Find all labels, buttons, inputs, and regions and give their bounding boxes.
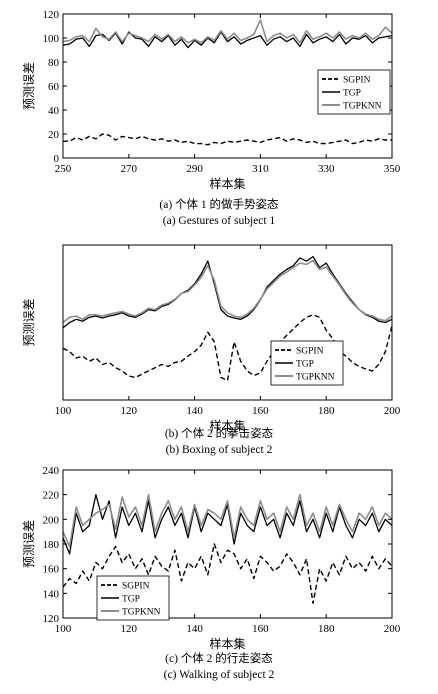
series-line-tgp [63, 31, 392, 49]
series-line-tgp [63, 255, 392, 329]
caption-chinese: (c) 个体 2 的行走姿态 [165, 651, 273, 665]
x-tick-label: 180 [318, 623, 335, 635]
x-tick-label: 350 [384, 163, 401, 175]
x-tick-label: 290 [186, 163, 203, 175]
x-tick-label: 330 [318, 163, 335, 175]
caption-chinese: (a) 个体 1 的做手势姿态 [159, 197, 279, 211]
series-line-tgpknn [63, 493, 392, 548]
x-tick-label: 310 [252, 163, 269, 175]
y-tick-label: 40 [48, 105, 60, 117]
x-tick-label: 250 [55, 163, 72, 175]
x-tick-label: 140 [186, 405, 203, 417]
y-tick-label: 60 [48, 81, 60, 93]
series-line-tgpknn [63, 259, 392, 324]
y-tick-label: 20 [48, 129, 60, 141]
x-tick-label: 100 [55, 623, 72, 635]
chart-panel-3: 100 120 140 160 180 200120140160180200220240预… [22, 465, 401, 681]
caption-english: (b) Boxing of subject 2 [166, 444, 273, 456]
legend-label-tgp: TGP [343, 89, 361, 99]
x-axis-label: 样本集 [209, 418, 245, 433]
legend-label-tgpknn: TGPKNN [296, 373, 335, 383]
y-axis-label: 预测误差 [22, 62, 36, 110]
y-tick-label: 120 [43, 9, 60, 21]
y-tick-label: 180 [43, 539, 60, 551]
x-axis-label: 样本集 [209, 636, 245, 651]
x-tick-label: 120 [121, 405, 138, 417]
series-line-sgpin [63, 133, 392, 146]
chart-panel-1: 250 270 290 310 330 350 0 20 40 60 80 100 120 预测误差样本集… [22, 9, 401, 227]
x-tick-label: 160 [252, 405, 269, 417]
y-tick-label: 100 [43, 33, 60, 45]
y-tick-label: 80 [48, 57, 60, 69]
legend-label-tgp: TGP [296, 360, 314, 370]
x-tick-label: 200 [384, 623, 401, 635]
caption-english: (c) Walking of subject 2 [164, 669, 275, 681]
legend-label-tgp: TGP [122, 595, 140, 605]
caption-english: (a) Gestures of subject 1 [163, 215, 276, 227]
caption-chinese: (b) 个体 2 的拳击姿态 [165, 426, 274, 440]
y-tick-label: 160 [43, 564, 60, 576]
series-line-sgpin [63, 543, 392, 604]
legend-label-sgpin: SGPIN [296, 347, 324, 357]
legend-label-sgpin: SGPIN [122, 582, 150, 592]
x-tick-label: 200 [384, 405, 401, 417]
y-tick-label: 0 [54, 153, 60, 165]
legend-label-tgpknn: TGPKNN [122, 608, 161, 618]
x-tick-label: 180 [318, 405, 335, 417]
series-line-tgpknn [63, 19, 392, 44]
y-axis-label: 预测误差 [22, 298, 36, 346]
x-tick-label: 160 [252, 623, 269, 635]
y-tick-label: 200 [43, 514, 60, 526]
x-tick-label: 140 [186, 623, 203, 635]
y-tick-label: 120 [43, 613, 60, 625]
axes-frame [62, 244, 393, 401]
x-axis-label: 样本集 [209, 176, 245, 191]
y-tick-label: 240 [43, 465, 60, 477]
y-tick-label: 220 [43, 490, 60, 502]
y-tick-label: 140 [43, 588, 60, 600]
x-tick-label: 100 [55, 405, 72, 417]
legend-label-tgpknn: TGPKNN [343, 102, 382, 112]
x-tick-label: 270 [121, 163, 138, 175]
y-axis-label: 预测误差 [22, 520, 36, 568]
legend-label-sgpin: SGPIN [343, 76, 371, 86]
x-tick-label: 120 [121, 623, 138, 635]
